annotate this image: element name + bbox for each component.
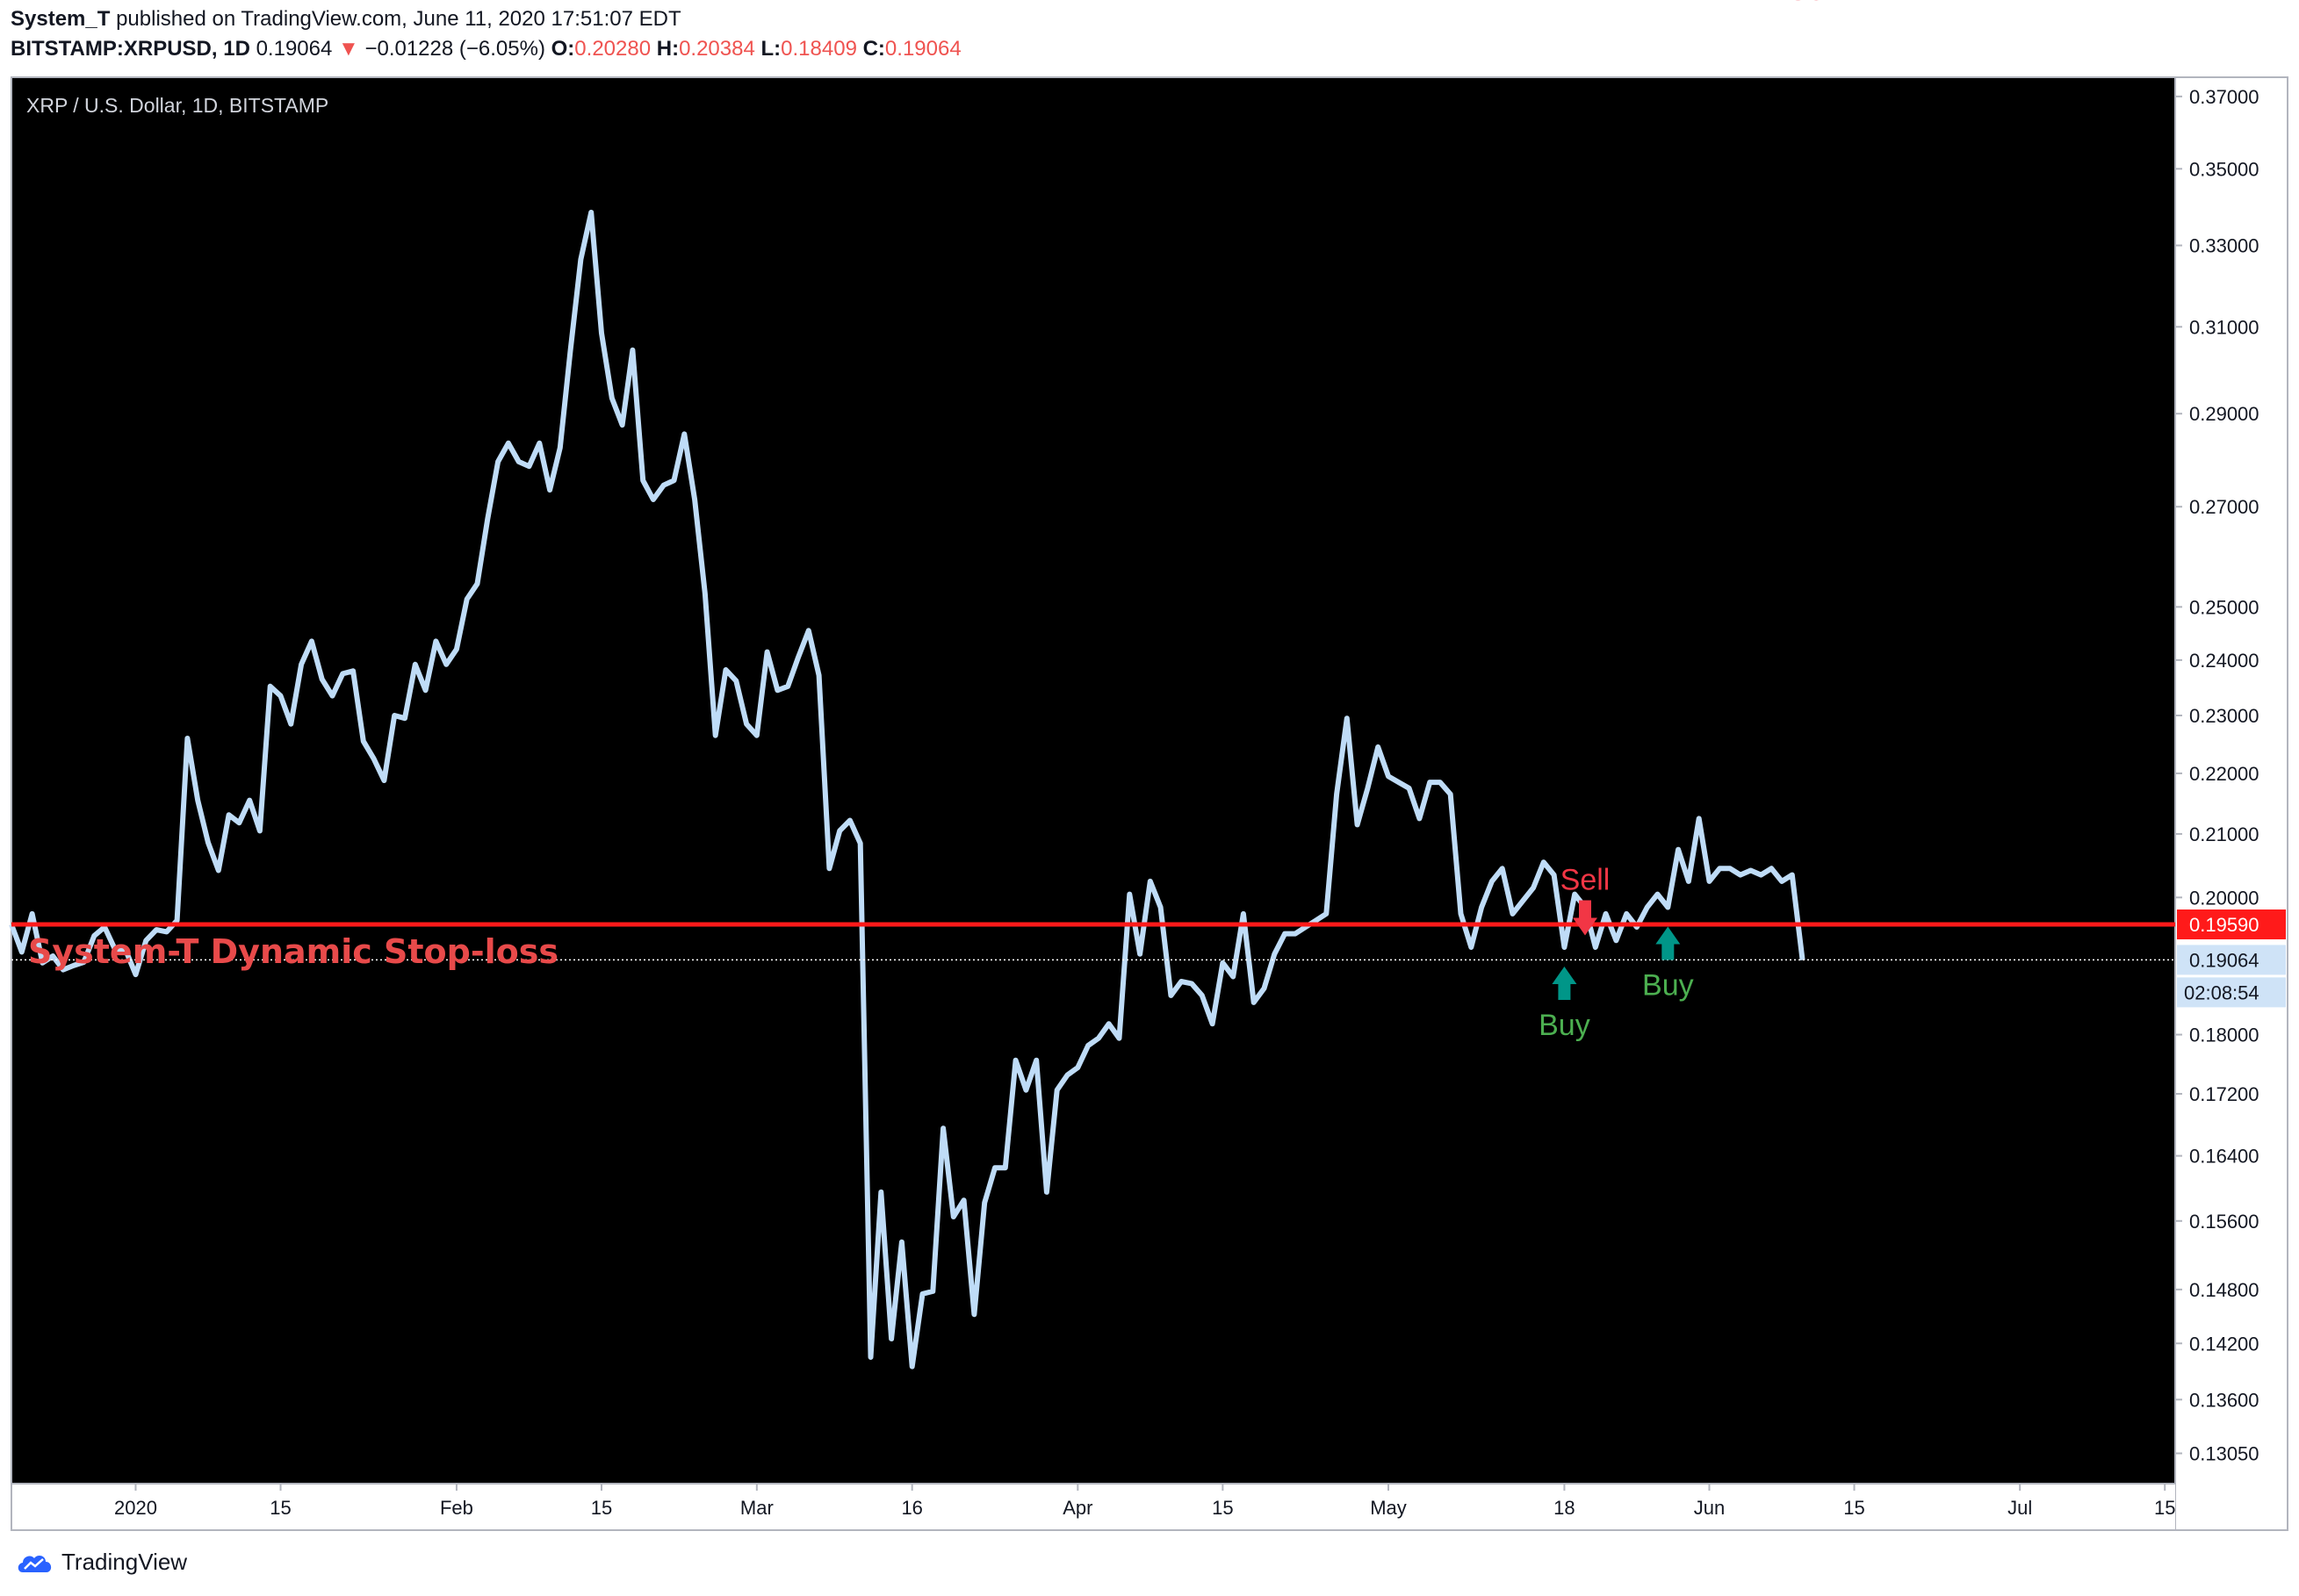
sell-signal-label: Sell xyxy=(1788,0,1838,7)
y-tick-label: 0.20000 xyxy=(2189,887,2259,909)
y-tick-label: 0.17200 xyxy=(2189,1083,2259,1105)
y-tick-labels: 0.37000 0.35000 0.33000 0.31000 0.29000 0.270… xyxy=(2175,86,2259,1465)
y-tick-label: 0.31000 xyxy=(2189,316,2259,338)
chart-border xyxy=(11,76,2288,1531)
y-tick-label: 0.23000 xyxy=(2189,705,2259,727)
publish-info: System_T published on TradingView.com, J… xyxy=(11,7,681,32)
buy-arrow-icon xyxy=(1655,926,1681,960)
x-tick-label: 18 xyxy=(1553,1497,1575,1519)
y-tick-label: 0.13600 xyxy=(2189,1389,2259,1411)
author-name[interactable]: System_T xyxy=(11,7,111,31)
y-tick-label: 0.14800 xyxy=(2189,1279,2259,1301)
stop-loss-price-label: 0.19590 xyxy=(2189,914,2259,936)
y-tick-label: 0.21000 xyxy=(2189,823,2259,845)
published-text: published on TradingView.com, June 11, 2… xyxy=(116,7,681,31)
y-tick-label: 0.16400 xyxy=(2189,1146,2259,1168)
low-label: L: xyxy=(760,37,782,61)
y-tick-label: 0.33000 xyxy=(2189,235,2259,257)
ohlc-line: BITSTAMP:XRPUSD, 1D 0.19064 ▼ −0.01228 (… xyxy=(11,37,962,61)
sell-arrow-icon xyxy=(1573,900,1597,936)
open-value: 0.20280 xyxy=(574,37,652,61)
y-tick-label: 0.24000 xyxy=(2189,650,2259,672)
y-tick-label: 0.14200 xyxy=(2189,1333,2259,1355)
y-tick-label: 0.15600 xyxy=(2189,1211,2259,1233)
countdown-label-bg xyxy=(2177,977,2286,1008)
high-value: 0.20384 xyxy=(679,37,755,61)
y-tick-label: 0.29000 xyxy=(2189,403,2259,425)
x-tick-labels: 2020 15 Feb 15 Mar 16 Apr 15 May 18 Jun 15 Jul 15 xyxy=(114,1484,2175,1519)
time-axis[interactable] xyxy=(11,1484,2175,1530)
current-price-label-bg xyxy=(2177,945,2286,975)
stop-loss-label-bg xyxy=(2177,909,2286,940)
x-tick-label: May xyxy=(1370,1497,1407,1519)
low-value: 0.18409 xyxy=(781,37,857,61)
x-tick-label: Jul xyxy=(2007,1497,2032,1519)
stop-loss-text: System-T Dynamic Stop-loss xyxy=(28,932,559,971)
y-tick-label: 0.18000 xyxy=(2189,1024,2259,1046)
tradingview-brand[interactable]: TradingView xyxy=(16,1549,187,1576)
close-value: 0.19064 xyxy=(884,37,962,61)
x-tick-label: 15 xyxy=(2154,1497,2175,1519)
y-tick-label: 0.27000 xyxy=(2189,496,2259,518)
price-axis[interactable] xyxy=(2175,77,2288,1530)
y-tick-label: 0.25000 xyxy=(2189,596,2259,618)
overlay-layer: 0.19064 02:08:54 0.19590 System-T Dynamic S… xyxy=(11,0,2286,1042)
series-layer xyxy=(9,209,1805,1370)
countdown-label: 02:08:54 xyxy=(2184,981,2259,1003)
x-tick-label: Jun xyxy=(1694,1497,1725,1519)
x-tick-label: 16 xyxy=(901,1497,922,1519)
x-tick-label: 15 xyxy=(591,1497,612,1519)
y-tick-label: 0.35000 xyxy=(2189,158,2259,180)
x-tick-label: Apr xyxy=(1063,1497,1092,1519)
x-tick-label: 15 xyxy=(1212,1497,1233,1519)
x-tick-label: Mar xyxy=(740,1497,774,1519)
plot-area[interactable] xyxy=(11,77,2175,1530)
current-price-label: 0.19064 xyxy=(2189,949,2259,971)
tradingview-cloud-icon xyxy=(18,1555,52,1572)
close-label: C: xyxy=(862,37,885,61)
change-value: −0.01228 (−6.05%) xyxy=(364,37,545,61)
x-tick-label: 15 xyxy=(270,1497,291,1519)
tradingview-wordmark: TradingView xyxy=(61,1549,188,1575)
x-tick-label: Feb xyxy=(440,1497,473,1519)
open-label: O: xyxy=(551,37,575,61)
x-tick-label: 2020 xyxy=(114,1497,157,1519)
y-tick-label: 0.37000 xyxy=(2189,86,2259,108)
last-price: 0.19064 xyxy=(256,37,333,61)
sell-signal-label: Sell xyxy=(1560,863,1611,896)
y-tick-label: 0.22000 xyxy=(2189,763,2259,785)
buy-signal-label: Buy xyxy=(1642,968,1694,1002)
buy-signal-label: Buy xyxy=(1539,1009,1590,1042)
buy-arrow-icon xyxy=(1552,966,1577,1000)
high-label: H: xyxy=(656,37,680,61)
change-arrow-icon: ▼ xyxy=(338,37,359,61)
legend-title: XRP / U.S. Dollar, 1D, BITSTAMP xyxy=(26,94,328,117)
price-line xyxy=(9,209,1805,1370)
x-tick-label: 15 xyxy=(1843,1497,1864,1519)
y-tick-label: 0.13050 xyxy=(2189,1443,2259,1465)
symbol-label: BITSTAMP:XRPUSD, 1D xyxy=(11,37,250,61)
